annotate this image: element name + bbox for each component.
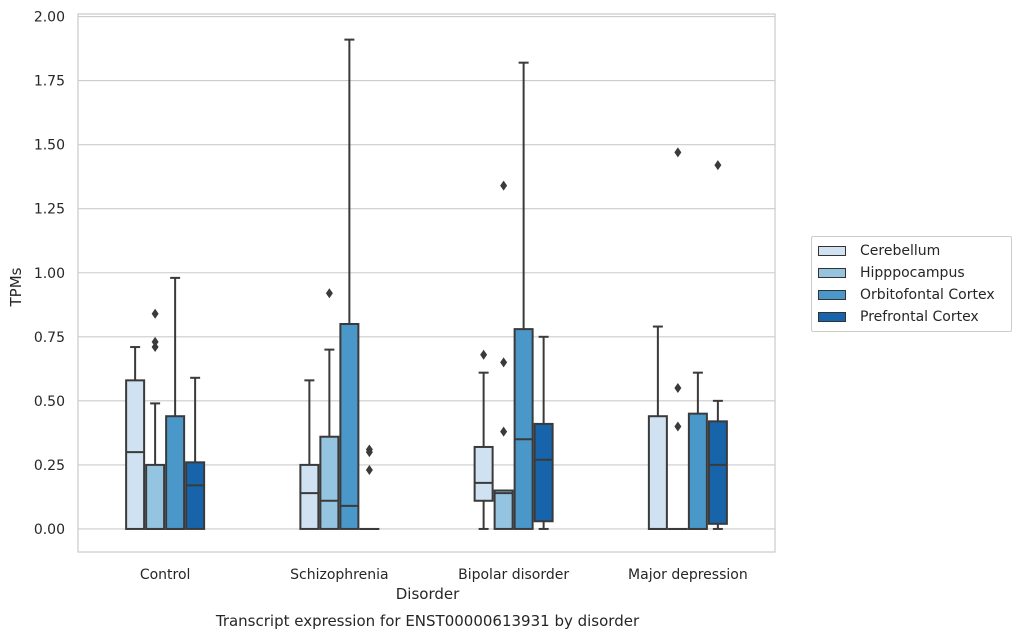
y-tick-label: 1.50 bbox=[34, 138, 65, 154]
box-cerebellum bbox=[299, 379, 320, 530]
legend-swatch-hippocampus bbox=[818, 268, 846, 278]
outlier-point bbox=[500, 426, 508, 437]
y-tick-labels: 0.00 0.25 0.50 0.75 1.00 1.25 1.50 1.75 2.00 bbox=[34, 10, 65, 538]
box-body bbox=[145, 463, 166, 530]
outlier-point bbox=[714, 160, 722, 171]
outlier-point bbox=[151, 308, 159, 319]
box-body bbox=[513, 328, 534, 530]
box-orbitofontal-cortex bbox=[513, 61, 534, 530]
box-body bbox=[165, 415, 186, 530]
legend-item-prefrontal: Prefrontal Cortex bbox=[818, 306, 979, 328]
legend-label-orbitofrontal: Orbitofontal Cortex bbox=[860, 287, 995, 303]
box-body bbox=[185, 461, 206, 530]
outlier-point bbox=[151, 342, 159, 353]
box-orbitofontal-cortex bbox=[687, 371, 708, 530]
legend-item-hippocampus: Hipppocampus bbox=[818, 262, 965, 284]
outlier-point bbox=[151, 336, 159, 347]
x-axis-label: Disorder bbox=[395, 585, 460, 603]
box-hipppocampus bbox=[319, 288, 340, 530]
box-body bbox=[339, 322, 360, 530]
y-tick-label: 1.00 bbox=[34, 266, 65, 282]
box-groups bbox=[125, 38, 728, 530]
box-body bbox=[473, 445, 494, 502]
box-prefrontal-cortex bbox=[185, 376, 206, 530]
outlier-point bbox=[674, 421, 682, 432]
outlier-point bbox=[500, 357, 508, 368]
y-tick-label: 1.75 bbox=[34, 74, 65, 90]
box-body bbox=[707, 420, 728, 525]
legend: Cerebellum Hipppocampus Orbitofontal Cor… bbox=[811, 236, 1012, 332]
outlier-point bbox=[674, 147, 682, 158]
outlier-point bbox=[480, 349, 488, 360]
box-body bbox=[493, 489, 514, 530]
box-hipppocampus bbox=[667, 147, 688, 530]
box-body bbox=[647, 415, 668, 530]
x-tick-label: Major depression bbox=[628, 567, 748, 583]
x-tick-labels: Control Schizophrenia Bipolar disorder Majo… bbox=[140, 567, 748, 583]
box-hipppocampus bbox=[493, 180, 514, 530]
outlier-point bbox=[365, 465, 373, 476]
x-tick-label: Schizophrenia bbox=[290, 567, 388, 583]
box-cerebellum bbox=[125, 346, 146, 530]
box-hipppocampus bbox=[145, 308, 166, 530]
box-body bbox=[687, 412, 708, 530]
box-body bbox=[533, 422, 554, 523]
box-body bbox=[299, 463, 320, 530]
y-axis-label: TPMs bbox=[7, 267, 25, 307]
outlier-point bbox=[365, 444, 373, 455]
legend-label-cerebellum: Cerebellum bbox=[860, 243, 941, 259]
outlier-point bbox=[500, 180, 508, 191]
y-tick-label: 1.25 bbox=[34, 202, 65, 218]
y-tick-label: 0.75 bbox=[34, 330, 65, 346]
box-prefrontal-cortex bbox=[359, 444, 380, 530]
outlier-point bbox=[325, 288, 333, 299]
box-body bbox=[125, 379, 146, 530]
box-cerebellum bbox=[647, 325, 668, 530]
legend-item-orbitofrontal: Orbitofontal Cortex bbox=[818, 284, 995, 306]
y-tick-label: 0.00 bbox=[34, 522, 65, 538]
plot-frame bbox=[77, 13, 776, 553]
y-tick-label: 2.00 bbox=[34, 10, 65, 26]
legend-item-cerebellum: Cerebellum bbox=[818, 240, 940, 262]
legend-swatch-prefrontal bbox=[818, 312, 846, 322]
chart-caption: Transcript expression for ENST0000061393… bbox=[215, 612, 640, 630]
box-prefrontal-cortex bbox=[533, 335, 554, 530]
box-body bbox=[319, 435, 340, 530]
outlier-point bbox=[674, 383, 682, 394]
y-tick-label: 0.25 bbox=[34, 458, 65, 474]
x-tick-label: Bipolar disorder bbox=[458, 567, 569, 583]
box-orbitofontal-cortex bbox=[339, 38, 360, 530]
legend-label-hippocampus: Hipppocampus bbox=[860, 265, 965, 281]
box-orbitofontal-cortex bbox=[165, 276, 186, 530]
legend-label-prefrontal: Prefrontal Cortex bbox=[860, 309, 979, 325]
legend-swatch-orbitofrontal bbox=[818, 290, 846, 300]
box-prefrontal-cortex bbox=[707, 160, 728, 530]
legend-swatch-cerebellum bbox=[818, 246, 846, 256]
x-tick-label: Control bbox=[140, 567, 191, 583]
box-cerebellum bbox=[473, 349, 494, 530]
y-tick-label: 0.50 bbox=[34, 394, 65, 410]
